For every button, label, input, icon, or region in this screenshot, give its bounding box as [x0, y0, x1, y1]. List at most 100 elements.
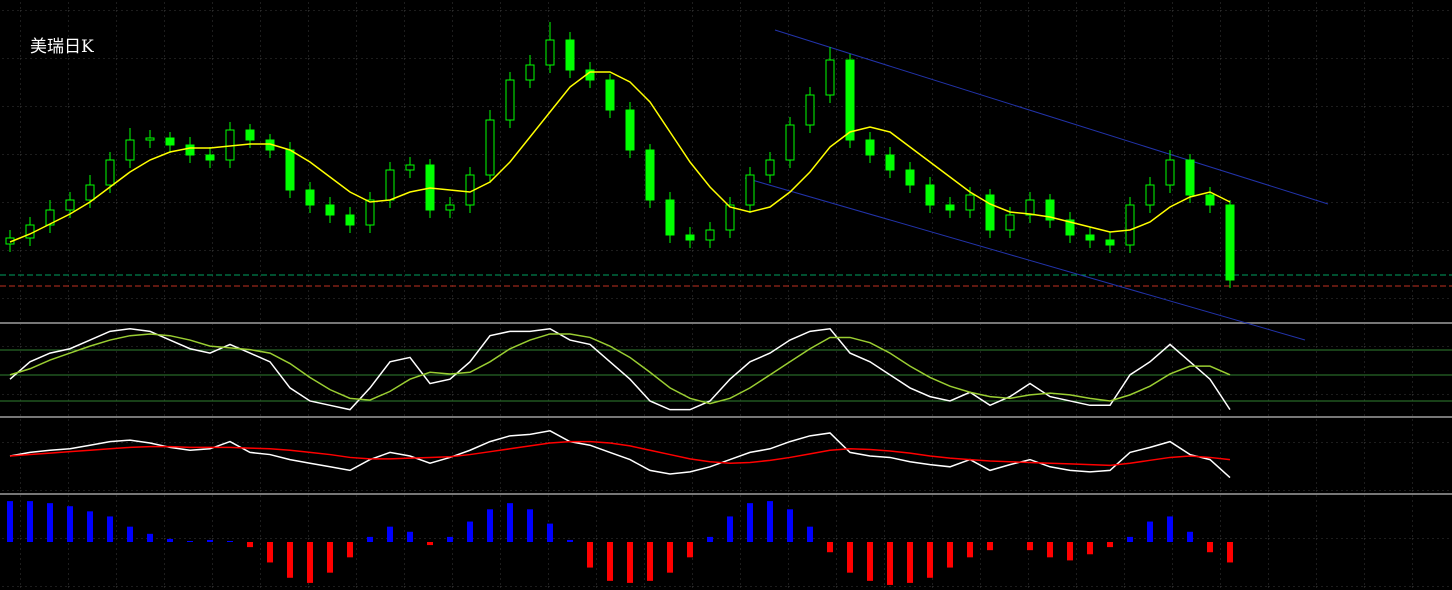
histogram-bar [407, 531, 413, 542]
trend-line [774, 29, 1329, 205]
histogram-bar [147, 533, 153, 542]
histogram-bar [787, 509, 793, 542]
candle-body [885, 154, 895, 171]
histogram-bar [507, 503, 513, 542]
histogram-bar [927, 542, 933, 578]
candle-body [365, 199, 375, 226]
candle-body [505, 79, 515, 121]
candle-body [65, 199, 75, 211]
histogram-bar [547, 523, 553, 542]
histogram-bar [527, 509, 533, 542]
candle-body [445, 204, 455, 211]
chart-title: 美瑞日K [30, 37, 94, 57]
histogram-bar [1047, 542, 1053, 558]
trend-line [744, 177, 1306, 341]
histogram-bar [87, 511, 93, 542]
histogram-bar [487, 509, 493, 542]
candle-body [845, 59, 855, 141]
histogram-bar [747, 503, 753, 542]
histogram-bar [447, 536, 453, 542]
histogram-bar [727, 516, 733, 542]
candle-body [125, 139, 135, 161]
histogram-bar [1127, 536, 1133, 542]
histogram-bar [1067, 542, 1073, 561]
indicator-line [9, 333, 1231, 405]
histogram-bar [647, 542, 653, 581]
histogram-bar [707, 536, 713, 542]
moving-average [9, 71, 1231, 243]
candle-body [945, 204, 955, 211]
candle-body [145, 137, 155, 141]
candle-body [485, 119, 495, 176]
candle-body [1185, 159, 1195, 196]
histogram-bar [987, 542, 993, 551]
candle-body [525, 64, 535, 81]
candle-body [545, 39, 555, 66]
histogram-bar [247, 542, 253, 548]
candle-body [785, 124, 795, 161]
histogram-bar [47, 503, 53, 542]
histogram-bar [847, 542, 853, 573]
histogram-bar [67, 506, 73, 542]
indicator-line [9, 327, 1231, 411]
histogram-bar [687, 542, 693, 558]
histogram-bar [427, 542, 433, 546]
candle-body [405, 164, 415, 171]
histogram-bar [207, 539, 213, 542]
histogram-bar [827, 542, 833, 553]
candle-body [205, 154, 215, 161]
histogram-bar [107, 516, 113, 542]
candle-body [1225, 204, 1235, 281]
histogram-bar [907, 542, 913, 583]
candle-body [245, 129, 255, 141]
candle-body [665, 199, 675, 236]
candle-body [45, 209, 55, 226]
candle-body [745, 174, 755, 206]
histogram-bar [967, 542, 973, 558]
candle-body [185, 144, 195, 156]
histogram-bar [767, 501, 773, 542]
histogram-bar [1107, 542, 1113, 548]
candle-body [865, 139, 875, 156]
histogram-bar [187, 540, 193, 542]
candle-body [1045, 199, 1055, 221]
candle-body [1005, 214, 1015, 231]
candle-body [565, 39, 575, 71]
candle-body [685, 234, 695, 241]
histogram-bar [327, 542, 333, 573]
histogram-bar [1087, 542, 1093, 555]
histogram-bar [387, 526, 393, 542]
histogram-bar [367, 536, 373, 542]
candle-body [285, 149, 295, 191]
candle-body [1125, 204, 1135, 246]
histogram-bar [1227, 542, 1233, 563]
candle-body [305, 189, 315, 206]
candle-body [1205, 194, 1215, 206]
candle-body [805, 94, 815, 126]
histogram-bar [887, 542, 893, 585]
indicator-line [9, 440, 1231, 467]
histogram-bar [347, 542, 353, 558]
histogram-bar [1167, 516, 1173, 542]
histogram-bar [27, 501, 33, 542]
histogram-bar [227, 540, 233, 542]
candle-body [1065, 219, 1075, 236]
histogram-bar [167, 538, 173, 542]
histogram-bar [127, 526, 133, 542]
candle-body [345, 214, 355, 226]
histogram-bar [607, 542, 613, 581]
histogram-bar [867, 542, 873, 581]
candle-body [605, 79, 615, 111]
candle-body [925, 184, 935, 206]
candle-body [725, 204, 735, 231]
candle-body [905, 169, 915, 186]
candle-body [1025, 199, 1035, 216]
histogram-bar [587, 542, 593, 568]
histogram-bar [307, 542, 313, 583]
histogram-bar [1147, 521, 1153, 542]
histogram-bar [567, 539, 573, 542]
histogram-bar [267, 542, 273, 563]
candle-body [385, 169, 395, 201]
